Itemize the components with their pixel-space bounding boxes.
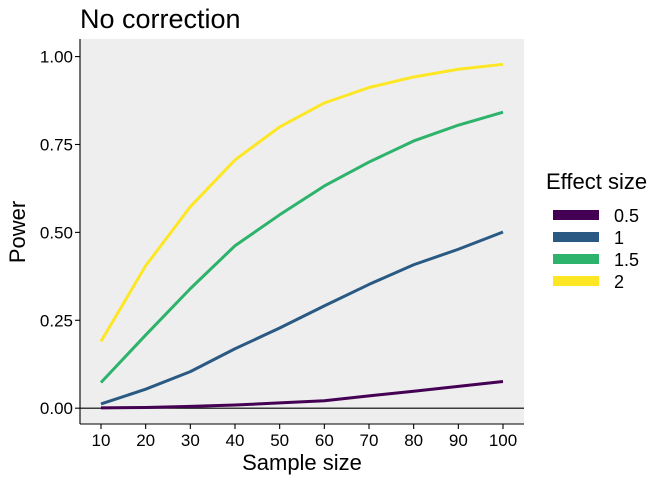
series-line-2 [99, 110, 504, 384]
legend-swatch [553, 276, 599, 286]
x-tick-label: 70 [360, 431, 379, 450]
legend-label: 2 [614, 272, 624, 292]
x-tick-label: 40 [226, 431, 245, 450]
legend-label: 1.5 [614, 250, 639, 270]
series-line-0 [100, 379, 504, 410]
x-tick-label: 50 [270, 431, 289, 450]
legend-label: 0.5 [614, 206, 639, 226]
x-tick-label: 100 [489, 431, 517, 450]
y-axis-title: Power [5, 201, 30, 263]
y-tick-label: 0.75 [40, 135, 73, 154]
y-tick-label: 0.00 [40, 399, 73, 418]
plot-panel [80, 39, 524, 424]
y-tick-label: 1.00 [40, 48, 73, 67]
legend-title: Effect size [546, 169, 647, 194]
x-tick-label: 10 [92, 431, 111, 450]
legend-swatch [553, 254, 599, 264]
legend-swatch [553, 210, 599, 220]
x-axis-title: Sample size [242, 450, 362, 475]
y-tick-label: 0.50 [40, 223, 73, 242]
x-tick-label: 60 [315, 431, 334, 450]
chart-title: No correction [80, 4, 241, 34]
x-tick-label: 80 [404, 431, 423, 450]
legend: Effect size 0.511.52 [546, 169, 647, 292]
legend-label: 1 [614, 228, 624, 248]
series-line-1 [100, 230, 504, 406]
series-line-3 [99, 62, 504, 343]
x-tick-label: 30 [181, 431, 200, 450]
legend-swatch [553, 232, 599, 242]
y-tick-label: 0.25 [40, 311, 73, 330]
x-tick-label: 20 [136, 431, 155, 450]
x-tick-label: 90 [449, 431, 468, 450]
